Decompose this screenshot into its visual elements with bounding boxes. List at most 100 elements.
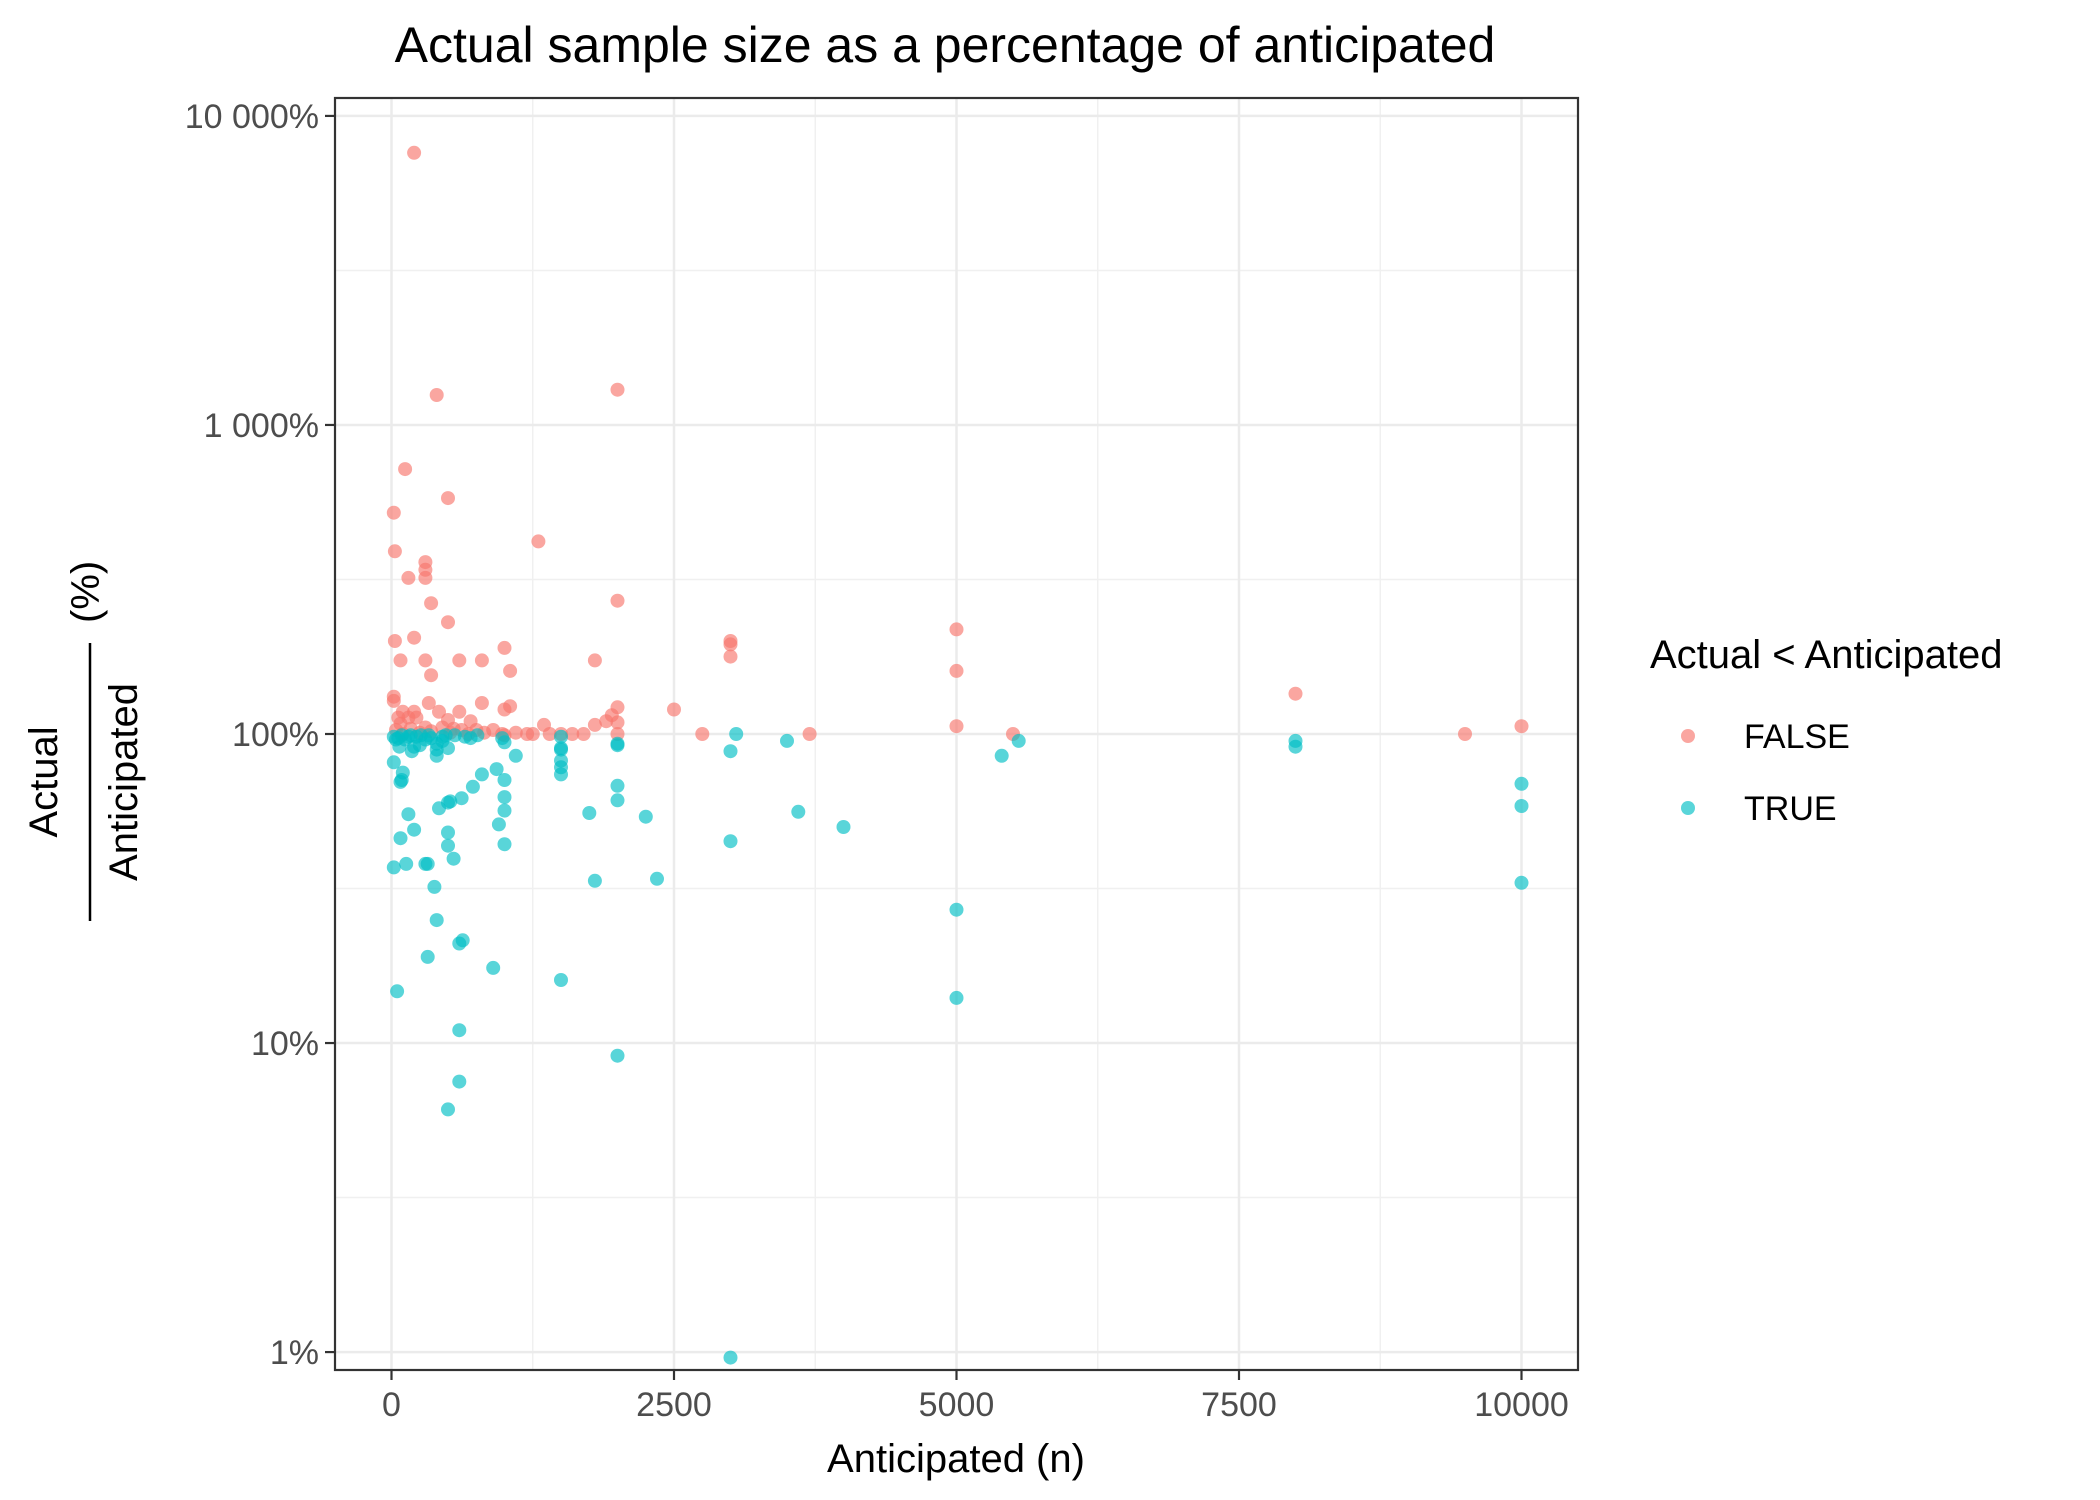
- data-point: [791, 804, 806, 819]
- data-point: [554, 753, 568, 768]
- data-point: [723, 1350, 738, 1365]
- data-point: [387, 544, 402, 559]
- series-true: [386, 727, 1529, 1365]
- data-point: [497, 837, 512, 852]
- data-point: [393, 653, 408, 668]
- data-point: [949, 990, 964, 1005]
- data-point: [994, 748, 1009, 763]
- data-point: [491, 817, 506, 832]
- data-point: [780, 733, 794, 748]
- data-point: [1458, 727, 1472, 741]
- data-point: [554, 729, 568, 744]
- data-point: [452, 1074, 467, 1089]
- data-point: [486, 960, 501, 975]
- data-point: [386, 693, 401, 708]
- x-tick-label: 2500: [636, 1386, 712, 1424]
- y-axis-title-unit: (%): [64, 561, 108, 623]
- data-point: [393, 831, 408, 846]
- data-point: [497, 773, 512, 787]
- data-point: [446, 851, 461, 866]
- data-point: [455, 933, 470, 948]
- data-point: [452, 1023, 467, 1038]
- data-point: [441, 491, 455, 506]
- data-point: [576, 727, 591, 741]
- data-point: [497, 803, 512, 818]
- data-point: [441, 1102, 455, 1117]
- data-point: [695, 727, 710, 741]
- data-point: [836, 820, 851, 834]
- data-point: [441, 615, 455, 630]
- data-point: [610, 736, 625, 751]
- data-point: [395, 765, 410, 780]
- data-point: [441, 825, 455, 840]
- y-axis-title-numerator: Actual: [22, 726, 66, 837]
- data-point: [435, 729, 450, 744]
- data-point: [610, 382, 625, 397]
- data-point: [723, 744, 738, 759]
- data-point: [424, 596, 439, 611]
- data-point: [508, 725, 523, 740]
- data-point: [474, 653, 489, 668]
- x-tick-label: 10000: [1474, 1386, 1569, 1424]
- data-point: [587, 717, 602, 732]
- data-point: [949, 902, 964, 917]
- data-point: [474, 767, 489, 782]
- legend-key-false: [1681, 729, 1695, 743]
- data-point: [610, 715, 625, 730]
- data-point: [386, 860, 401, 875]
- y-tick-label: 100%: [232, 716, 319, 754]
- data-point: [1288, 733, 1303, 748]
- x-tick-label: 0: [382, 1386, 401, 1424]
- data-point: [407, 145, 422, 160]
- data-point: [497, 702, 512, 717]
- data-point: [554, 741, 568, 756]
- data-point: [386, 729, 401, 744]
- data-point: [1288, 686, 1303, 701]
- data-point: [587, 873, 602, 888]
- data-point: [452, 704, 467, 719]
- data-point: [407, 630, 422, 645]
- data-point: [429, 913, 444, 928]
- data-point: [386, 755, 401, 770]
- legend-label-false: FALSE: [1744, 718, 1850, 756]
- data-point: [723, 834, 738, 849]
- data-point: [401, 807, 416, 822]
- data-point: [949, 622, 964, 637]
- data-point: [386, 505, 401, 520]
- data-point: [554, 973, 568, 987]
- data-point: [729, 727, 744, 741]
- data-point: [582, 806, 597, 820]
- legend: Actual < Anticipated FALSE TRUE: [1650, 633, 2002, 828]
- data-point: [565, 727, 580, 741]
- data-point: [454, 791, 469, 806]
- data-point: [424, 668, 439, 683]
- data-point: [429, 388, 444, 402]
- data-point: [497, 640, 512, 655]
- data-point: [401, 570, 416, 585]
- data-point: [418, 570, 433, 585]
- data-point: [531, 534, 546, 549]
- data-point: [421, 696, 436, 710]
- data-point: [610, 793, 625, 808]
- y-tick-label: 10 000%: [185, 98, 319, 136]
- data-point: [610, 593, 625, 608]
- legend-key-true: [1681, 801, 1695, 815]
- data-point: [638, 809, 653, 824]
- legend-items: FALSE TRUE: [1681, 718, 1850, 828]
- y-axis-title: Actual Anticipated (%): [22, 561, 146, 921]
- data-point: [587, 653, 602, 668]
- data-point: [420, 949, 435, 964]
- data-point: [465, 779, 480, 794]
- data-point: [723, 637, 738, 652]
- data-point: [949, 719, 964, 734]
- data-point: [542, 727, 557, 741]
- data-point: [610, 778, 625, 793]
- data-point: [525, 727, 540, 741]
- x-axis-ticks: 0 2500 5000 7500 10000: [382, 1370, 1569, 1424]
- data-point: [489, 762, 504, 777]
- y-tick-label: 1%: [270, 1334, 319, 1372]
- data-point: [441, 838, 455, 853]
- data-point: [650, 871, 664, 886]
- data-point: [452, 653, 467, 668]
